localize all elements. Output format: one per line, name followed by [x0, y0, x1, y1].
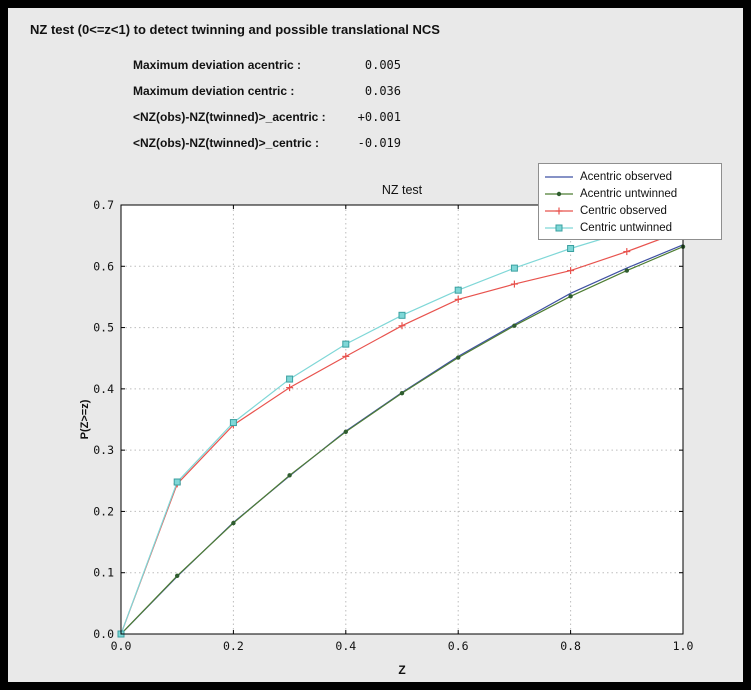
stat-value: 0.005: [364, 58, 401, 72]
legend-item-centric-observed: Centric observed: [543, 202, 717, 219]
data-point-square: [454, 286, 462, 294]
data-point-square: [286, 375, 294, 383]
plot-area: [121, 205, 683, 634]
chart-canvas: 0.0 0.2 0.4 0.6 0.8 1.0 0.0 0.1 0.2 0.3 0.4 0.5 0.6 0…: [79, 183, 694, 677]
legend-label: Centric untwinned: [580, 221, 673, 234]
x-tick-label: 0.0: [111, 639, 132, 653]
stat-label: <NZ(obs)-NZ(twinned)>_acentric :: [133, 110, 326, 124]
data-point-square: [510, 264, 518, 272]
data-point-square: [229, 419, 237, 427]
y-tick-label: 0.5: [93, 321, 114, 335]
stat-row: Maximum deviation acentric : 0.005: [133, 52, 401, 78]
stat-row: <NZ(obs)-NZ(twinned)>_centric : -0.019: [133, 130, 401, 156]
legend-item-acentric-untwinned: Acentric untwinned: [543, 185, 717, 202]
data-point-dot: [343, 429, 348, 434]
legend-label: Centric observed: [580, 204, 667, 217]
data-point-square: [398, 311, 406, 319]
data-point-dot: [568, 294, 573, 299]
legend-line-sample: [545, 224, 573, 231]
legend-label: Acentric observed: [580, 170, 673, 183]
data-point-dot: [287, 473, 292, 478]
stat-label: Maximum deviation centric :: [133, 84, 295, 98]
data-point-dot: [175, 573, 180, 578]
y-axis-label: P(Z>=z): [79, 399, 91, 439]
plot-frame: [120, 204, 684, 635]
x-tick-label: 1.0: [673, 639, 694, 653]
stat-value: +0.001: [357, 110, 401, 124]
chart-title: NZ test: [382, 183, 423, 197]
data-point-dot: [556, 191, 562, 196]
data-point-square: [342, 340, 350, 348]
y-tick-label: 0.1: [93, 566, 114, 580]
y-tick-label: 0.3: [93, 443, 114, 457]
x-tick-label: 0.2: [223, 639, 244, 653]
stat-value: -0.019: [357, 136, 401, 150]
x-tick-label: 0.6: [448, 639, 469, 653]
legend-label: Acentric untwinned: [580, 187, 678, 200]
chart-legend: Acentric observed Acentric untwinned Centr…: [538, 163, 722, 240]
legend-item-acentric-observed: Acentric observed: [543, 168, 717, 185]
data-point-square: [173, 478, 181, 486]
data-point-dot: [512, 323, 517, 328]
series-acentric-untwinned: [118, 244, 686, 637]
y-tick-label: 0.6: [93, 259, 114, 273]
data-point-dot: [456, 355, 461, 360]
legend-line-sample: [545, 191, 573, 196]
data-point-square: [567, 245, 575, 253]
data-point-square: [555, 224, 563, 231]
stat-row: Maximum deviation centric : 0.036: [133, 78, 401, 104]
y-tick-label: 0.0: [93, 627, 114, 641]
stat-label: <NZ(obs)-NZ(twinned)>_centric :: [133, 136, 320, 150]
x-tick-label: 0.4: [335, 639, 356, 653]
legend-line-sample: [545, 175, 573, 178]
y-tick-label: 0.4: [93, 382, 114, 396]
x-tick-label: 0.8: [560, 639, 581, 653]
legend-line-sample: [545, 207, 573, 214]
stat-label: Maximum deviation acentric :: [133, 58, 302, 72]
stat-row: <NZ(obs)-NZ(twinned)>_acentric : +0.001: [133, 104, 401, 130]
plot-panel: NZ test (0<=z<1) to detect twinning and …: [8, 8, 743, 682]
stat-value: 0.036: [364, 84, 401, 98]
legend-item-centric-untwinned: Centric untwinned: [543, 219, 717, 236]
x-axis-label: Z: [398, 663, 405, 677]
data-point-dot: [624, 268, 629, 273]
y-tick-label: 0.7: [93, 198, 114, 212]
data-point-dot: [399, 390, 405, 396]
data-point-dot: [231, 520, 236, 526]
stats-block: Maximum deviation acentric : 0.005 Maxim…: [133, 52, 401, 156]
y-tick-label: 0.2: [93, 504, 114, 518]
page-title: NZ test (0<=z<1) to detect twinning and …: [30, 22, 440, 37]
